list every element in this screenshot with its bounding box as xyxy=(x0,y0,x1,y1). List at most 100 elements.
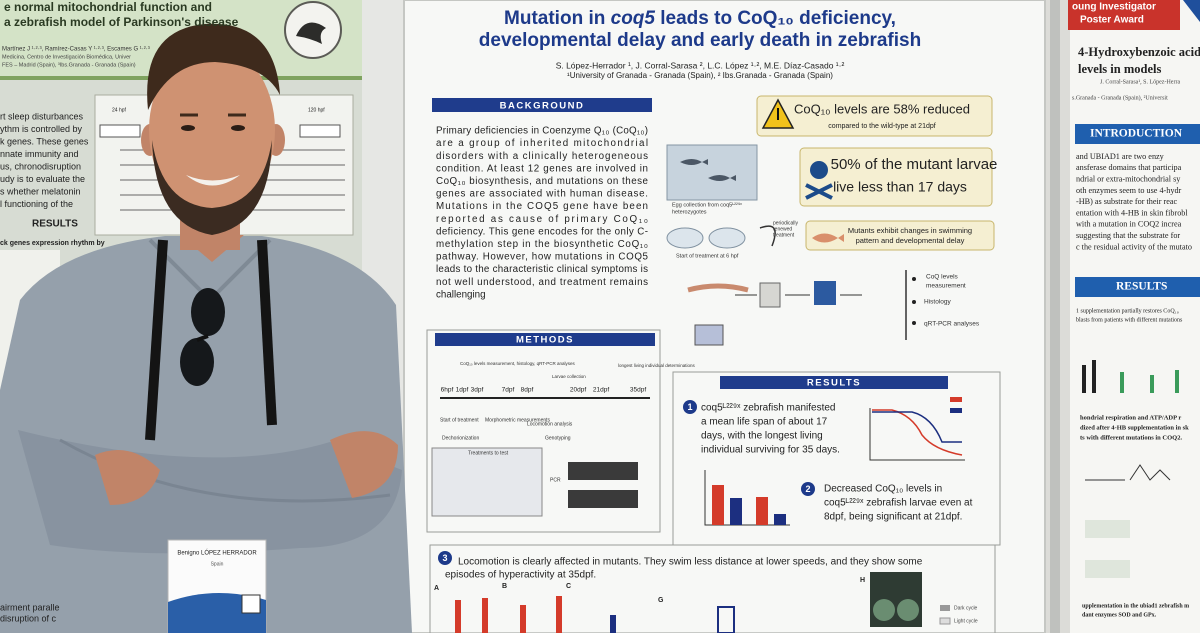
center-poster-shape xyxy=(694,324,724,346)
timeline-label: 20dpf xyxy=(570,387,586,394)
left-body: l functioning of the xyxy=(0,199,73,209)
workflow-label: Egg collection from coq5ᴸ²²⁹ˣ xyxy=(672,201,742,208)
center-poster-shape xyxy=(666,227,704,249)
right-body: 1 supplementation partially restores CoQ… xyxy=(1076,308,1179,314)
right-body: ansferase domains that participa xyxy=(1076,163,1182,172)
center-poster-shape xyxy=(805,183,833,200)
section-heading: RESULTS xyxy=(1116,281,1167,293)
right-body: -HB) as substrate for their reac xyxy=(1076,197,1178,206)
right-poster-shape xyxy=(1120,372,1124,393)
center-poster-shape xyxy=(556,596,562,633)
center-poster-shape xyxy=(708,227,746,249)
backdrop-shape xyxy=(1050,0,1060,633)
person-shape xyxy=(149,45,275,215)
workflow-label: heterozygotes xyxy=(672,209,707,215)
panel-letter: H xyxy=(860,577,865,584)
panel-letter: A xyxy=(434,585,439,592)
right-poster xyxy=(1068,0,1200,633)
highlight-text: Mutants exhibit changes in swimming xyxy=(848,226,972,235)
result-text: individual surviving for 35 days. xyxy=(701,445,840,456)
left-footer: airment paralle xyxy=(0,602,60,612)
result-number: 1 xyxy=(687,402,692,412)
background-text: condition. At least 12 genes are involve… xyxy=(436,163,648,174)
award-text: Poster Award xyxy=(1080,15,1144,26)
result-number: 3 xyxy=(442,553,447,563)
person-shape xyxy=(180,235,244,262)
result-text: coq5ᴸ²²⁹ˣ zebrafish larvae even at xyxy=(824,498,973,509)
center-poster-shape xyxy=(720,376,948,389)
poster-authors: S. López-Herrador ¹, J. Corral-Sarasa ²,… xyxy=(556,60,845,70)
methods-label: Treatments to test xyxy=(468,450,509,456)
person-shape xyxy=(152,140,272,235)
badge-name: Benigno LÓPEZ HERRADOR xyxy=(177,550,257,557)
person-shape xyxy=(196,334,209,342)
center-poster-shape xyxy=(912,321,916,325)
center-poster-shape xyxy=(940,605,950,611)
left-body: udy is to evaluate the xyxy=(0,174,85,184)
center-poster-shape xyxy=(708,175,736,181)
highlight-text: compared to the wild-type at 21dpf xyxy=(828,123,935,130)
right-poster-shape xyxy=(1085,520,1130,538)
person-shape xyxy=(180,338,214,386)
background-text: challenging xyxy=(436,289,486,300)
right-poster-shape xyxy=(1085,464,1171,481)
center-poster-shape xyxy=(950,397,962,402)
right-title: 4-Hydroxybenzoic acid xyxy=(1078,45,1200,59)
legend-label: Dark cycle xyxy=(954,605,978,611)
right-poster-shape xyxy=(1068,0,1180,30)
right-poster-shape xyxy=(1075,277,1200,297)
left-body: nnate immunity and xyxy=(0,149,79,159)
result-number: 2 xyxy=(805,484,810,494)
methods-label: PCR xyxy=(550,477,561,483)
center-poster xyxy=(403,0,1046,633)
methods-label: Locomotion analysis xyxy=(527,421,573,427)
right-body: dant enzymes SOD and GPx. xyxy=(1082,612,1157,618)
person-shape xyxy=(191,288,225,336)
methods-label: Larvae collection xyxy=(552,374,586,379)
left-timeline-label: 24 hpf xyxy=(112,107,127,113)
right-poster-shape xyxy=(1085,560,1130,578)
center-poster-shape xyxy=(759,282,781,308)
center-poster-shape xyxy=(812,233,844,243)
result-text: 8dpf, being significant at 21dpf. xyxy=(824,512,962,523)
workflow-label: treatment xyxy=(773,232,795,238)
timeline-label: 8dpf xyxy=(521,387,534,394)
left-results-subtitle: ck genes expression rhythm by xyxy=(0,240,105,247)
person-shape xyxy=(330,431,398,498)
highlight-text: CoQ₁₀ levels are 58% reduced xyxy=(794,101,970,116)
panel-letter: G xyxy=(658,597,664,604)
right-authors: J. Corral-Sarasa¹, S. López-Herra xyxy=(1100,79,1180,85)
center-poster-shape xyxy=(912,277,916,281)
right-body: ts with different mutations in COQ2. xyxy=(1080,434,1182,441)
methods-label: CoQ₁₀ levels measurement, histology, qRT… xyxy=(460,361,576,366)
panel-letter: B xyxy=(502,583,507,590)
background-text: genes are associated with human disease. xyxy=(436,189,648,200)
center-poster-shape xyxy=(610,615,616,633)
poster-title-part: Mutation in xyxy=(504,8,611,29)
left-body: s whether melatonin xyxy=(0,186,81,196)
right-body: suggesting that the substrate for xyxy=(1076,231,1180,240)
person-shape xyxy=(231,125,245,131)
left-timeline-label: 120 hpf xyxy=(308,107,325,113)
timeline-label: 7dpf xyxy=(502,387,515,394)
person-shape xyxy=(147,23,280,110)
left-body: ythm is controlled by xyxy=(0,124,83,134)
person-shape xyxy=(95,450,160,505)
result-number-badge xyxy=(683,400,697,414)
result-text: episodes of hyperactivity at 35dpf. xyxy=(445,570,596,581)
background-text: CoQ₁₀ biosynthesis, and mutations on the… xyxy=(436,176,649,187)
left-body: us, chronodisruption xyxy=(0,161,81,171)
center-poster-shape xyxy=(814,281,836,305)
highlight-text: live less than 17 days xyxy=(833,179,967,195)
center-poster-shape xyxy=(810,161,828,179)
right-poster-shape xyxy=(1075,124,1200,144)
section-heading: INTRODUCTION xyxy=(1090,128,1183,140)
result-text: Locomotion is clearly affected in mutant… xyxy=(458,557,923,568)
background-text: Primary deficiencies in Coenzyme Q₁₀ (Co… xyxy=(436,126,648,137)
background-text: pathway. However, how mutations in COQ5 xyxy=(436,252,649,263)
person xyxy=(0,23,412,633)
timeline-label: 35dpf xyxy=(630,387,646,394)
result-number-badge xyxy=(801,482,815,496)
